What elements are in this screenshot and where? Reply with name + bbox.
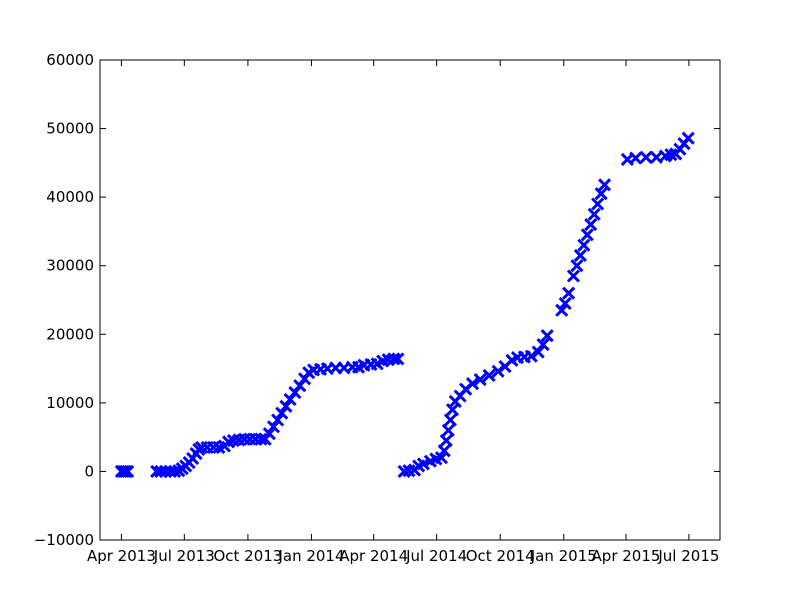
data-point bbox=[594, 187, 608, 201]
data-point bbox=[443, 413, 457, 427]
x-tick-label: Apr 2014 bbox=[339, 547, 408, 565]
y-tick-label: 20000 bbox=[46, 325, 94, 343]
plot-area: −100000100002000030000400005000060000Apr… bbox=[34, 51, 721, 565]
data-point bbox=[681, 131, 695, 145]
data-point bbox=[639, 150, 653, 164]
data-point bbox=[482, 368, 496, 382]
series-2 bbox=[397, 131, 695, 478]
data-point bbox=[437, 444, 451, 458]
x-tick-label: Jul 2014 bbox=[405, 547, 467, 565]
x-tick-label: Jul 2013 bbox=[153, 547, 215, 565]
data-point bbox=[387, 352, 401, 366]
x-tick-label: Apr 2015 bbox=[592, 547, 661, 565]
data-point bbox=[262, 427, 276, 441]
data-point bbox=[168, 464, 182, 478]
x-tick-label: Jan 2014 bbox=[277, 547, 344, 565]
data-markers bbox=[114, 131, 695, 478]
y-axis: −10000 0 10000 20000 30000 40000 50000 60000 bbox=[34, 51, 720, 549]
y-tick-label: 0 bbox=[84, 462, 94, 480]
data-point bbox=[271, 413, 285, 427]
data-point bbox=[629, 151, 643, 165]
data-point bbox=[439, 434, 453, 448]
data-point bbox=[591, 197, 605, 211]
x-tick-label: Jan 2015 bbox=[530, 547, 597, 565]
y-tick-label: 30000 bbox=[46, 257, 94, 275]
data-point bbox=[121, 464, 135, 478]
data-point bbox=[465, 377, 480, 391]
y-tick-label: −10000 bbox=[34, 531, 94, 549]
y-tick-label: 50000 bbox=[46, 120, 94, 138]
data-point bbox=[473, 372, 487, 387]
data-point bbox=[254, 432, 268, 446]
data-point bbox=[540, 329, 554, 343]
data-point bbox=[434, 451, 449, 465]
data-point bbox=[573, 248, 587, 262]
data-point bbox=[391, 352, 405, 366]
data-point bbox=[598, 178, 612, 192]
data-point bbox=[524, 349, 538, 363]
data-point bbox=[566, 269, 581, 283]
data-point bbox=[587, 207, 601, 221]
plot-frame bbox=[99, 59, 721, 541]
data-point bbox=[584, 218, 598, 232]
data-point bbox=[531, 345, 545, 359]
x-tick-label: Apr 2013 bbox=[87, 547, 156, 565]
series-1 bbox=[114, 352, 405, 478]
data-point bbox=[441, 423, 455, 437]
data-point bbox=[416, 457, 431, 471]
y-tick-label: 60000 bbox=[46, 51, 94, 69]
data-point bbox=[555, 303, 569, 317]
y-tick-label: 40000 bbox=[46, 188, 94, 206]
data-point bbox=[562, 286, 576, 300]
data-point bbox=[154, 464, 168, 478]
data-point bbox=[580, 228, 594, 242]
data-point bbox=[279, 399, 293, 413]
data-point bbox=[558, 296, 572, 310]
data-point bbox=[266, 420, 281, 434]
data-point bbox=[275, 406, 289, 420]
y-tick-label: 10000 bbox=[46, 394, 94, 412]
x-tick-label: Oct 2013 bbox=[213, 547, 282, 565]
x-tick-label: Jul 2015 bbox=[657, 547, 719, 565]
data-point bbox=[577, 238, 591, 252]
data-point bbox=[536, 338, 550, 352]
data-point bbox=[570, 259, 584, 273]
x-tick-label: Oct 2014 bbox=[466, 547, 535, 565]
